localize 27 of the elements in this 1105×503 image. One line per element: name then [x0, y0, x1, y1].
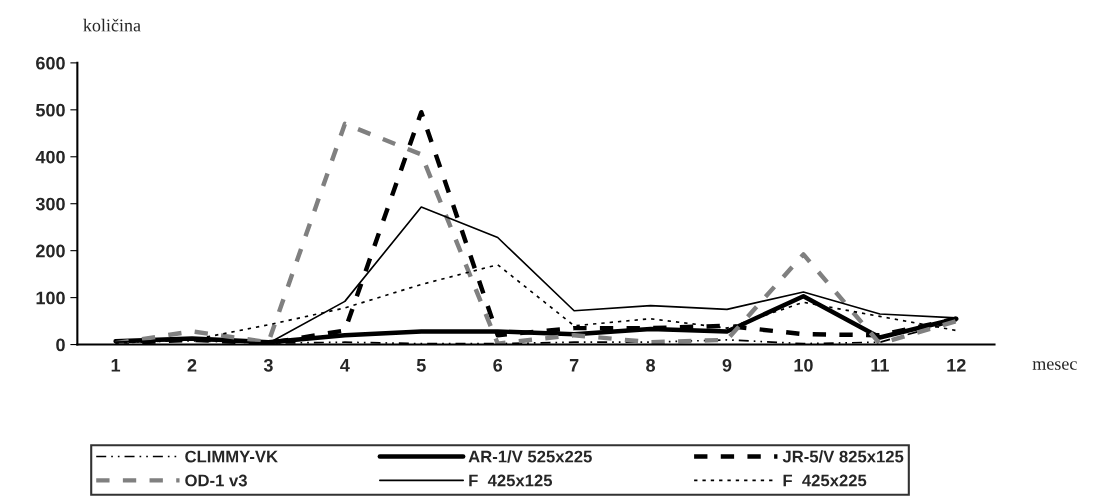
x-tick-label: 3 [263, 358, 273, 372]
x-tick-label: 10 [794, 358, 813, 372]
x-axis-title: mesec [1032, 361, 1077, 370]
x-tick-label: 7 [569, 359, 579, 372]
y-tick-label: 500 [35, 103, 65, 117]
y-tick-label: 100 [36, 291, 65, 305]
y-tick-label: 600 [36, 56, 65, 70]
legend-label: CLIMMY-VK [185, 450, 278, 463]
y-axis-title: količina [83, 18, 141, 32]
x-tick-label: 8 [646, 358, 656, 372]
x-tick-label: 9 [722, 358, 732, 372]
x-tick-label: 11 [871, 359, 889, 372]
x-tick-label: 5 [416, 359, 426, 372]
x-tick-label: 4 [340, 359, 350, 372]
x-tick-label: 1 [111, 359, 121, 372]
legend-label: AR-1/V 525x225 [468, 450, 592, 463]
y-tick-label: 200 [36, 244, 65, 258]
legend-label: OD-1 v3 [185, 474, 247, 487]
x-tick-label: 6 [493, 358, 503, 372]
y-tick-label: 300 [35, 197, 65, 211]
legend-label: F 425x225 [783, 474, 867, 487]
x-tick-label: 2 [187, 358, 197, 372]
y-tick-label: 0 [56, 338, 65, 352]
y-tick-label: 400 [35, 150, 65, 164]
x-tick-label: 12 [947, 358, 966, 372]
legend-label: F 425x125 [469, 474, 553, 487]
legend-label: JR-5/V 825x125 [782, 450, 904, 463]
